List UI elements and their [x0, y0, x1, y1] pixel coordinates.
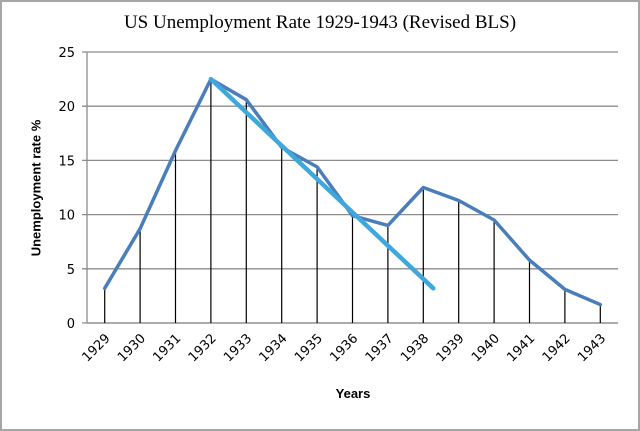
x-tick-label: 1939: [434, 331, 468, 365]
x-tick-label: 1931: [150, 331, 184, 365]
x-tick-label: 1942: [540, 331, 574, 365]
x-tick-label: 1932: [186, 331, 220, 365]
y-tick-label: 15: [58, 154, 75, 169]
y-tick-label: 5: [67, 263, 75, 278]
y-tick-label: 10: [58, 209, 75, 224]
y-tick-label: 20: [58, 100, 75, 115]
x-tick-label: 1943: [575, 331, 609, 365]
x-tick-label: 1933: [221, 331, 255, 365]
x-tick-label: 1930: [115, 331, 149, 365]
x-tick-label: 1935: [292, 331, 326, 365]
y-tick-label: 25: [58, 46, 75, 61]
unemployment-line: [102, 77, 603, 307]
x-tick-label: 1929: [80, 331, 114, 365]
x-axis-label: Years: [335, 386, 371, 401]
trend-line: [208, 76, 436, 291]
x-tick-label: 1941: [504, 331, 538, 365]
x-tick-label: 1938: [398, 331, 432, 365]
chart-title: US Unemployment Rate 1929-1943 (Revised …: [123, 12, 517, 33]
x-tick-label: 1937: [363, 331, 397, 365]
x-tick-label: 1936: [327, 331, 361, 365]
x-tick-label: 1934: [257, 331, 291, 365]
x-tick-label: 1940: [469, 331, 503, 365]
y-tick-label: 0: [67, 317, 75, 332]
